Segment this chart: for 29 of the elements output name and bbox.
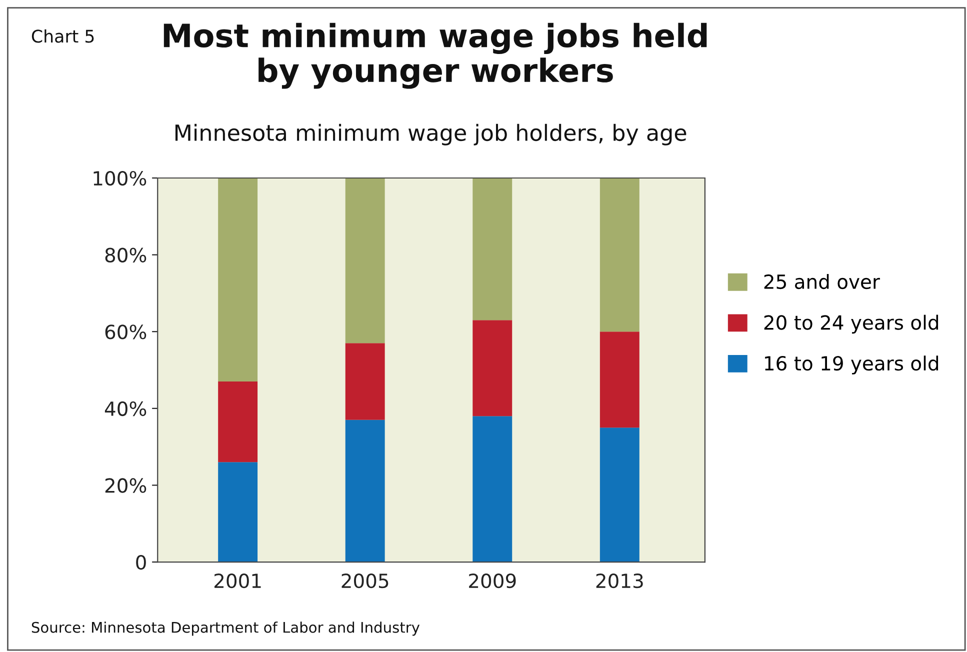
caption: Chart 5 <box>32 29 94 43</box>
y-tick-label: 80% <box>105 248 146 262</box>
x-tick-label: 2013 <box>596 573 643 588</box>
legend-label: 20 to 24 years old <box>764 314 938 334</box>
y-tick-label: 20% <box>105 478 146 493</box>
bar <box>345 343 385 420</box>
legend-label: 25 and over <box>764 274 880 290</box>
y-tick-label: 60% <box>105 324 146 340</box>
bar <box>600 178 640 332</box>
x-tick-label: 2005 <box>342 573 388 588</box>
chart-subtitle: Minnesota minimum wage job holders, by age <box>175 124 686 146</box>
x-tick-label: 2001 <box>214 573 261 588</box>
bar <box>218 382 258 462</box>
y-tick-label: 100% <box>94 170 146 186</box>
bar <box>218 462 258 562</box>
bar <box>345 178 385 344</box>
bar <box>345 420 385 562</box>
bar <box>472 178 512 320</box>
bar <box>472 320 512 416</box>
x-tick-label: 2009 <box>469 573 516 588</box>
y-tick-label: 0 <box>136 554 146 570</box>
bar <box>472 416 512 562</box>
bar <box>600 428 640 562</box>
bar <box>600 332 640 428</box>
bar <box>218 178 258 382</box>
source-note: Source: Minnesota Department of Labor and Industry <box>32 622 420 636</box>
y-tick-label: 40% <box>104 401 146 416</box>
chart-title: Most minimum wage jobs held by younger workers <box>164 22 707 89</box>
legend-label: 16 to 19 years old <box>765 356 938 374</box>
